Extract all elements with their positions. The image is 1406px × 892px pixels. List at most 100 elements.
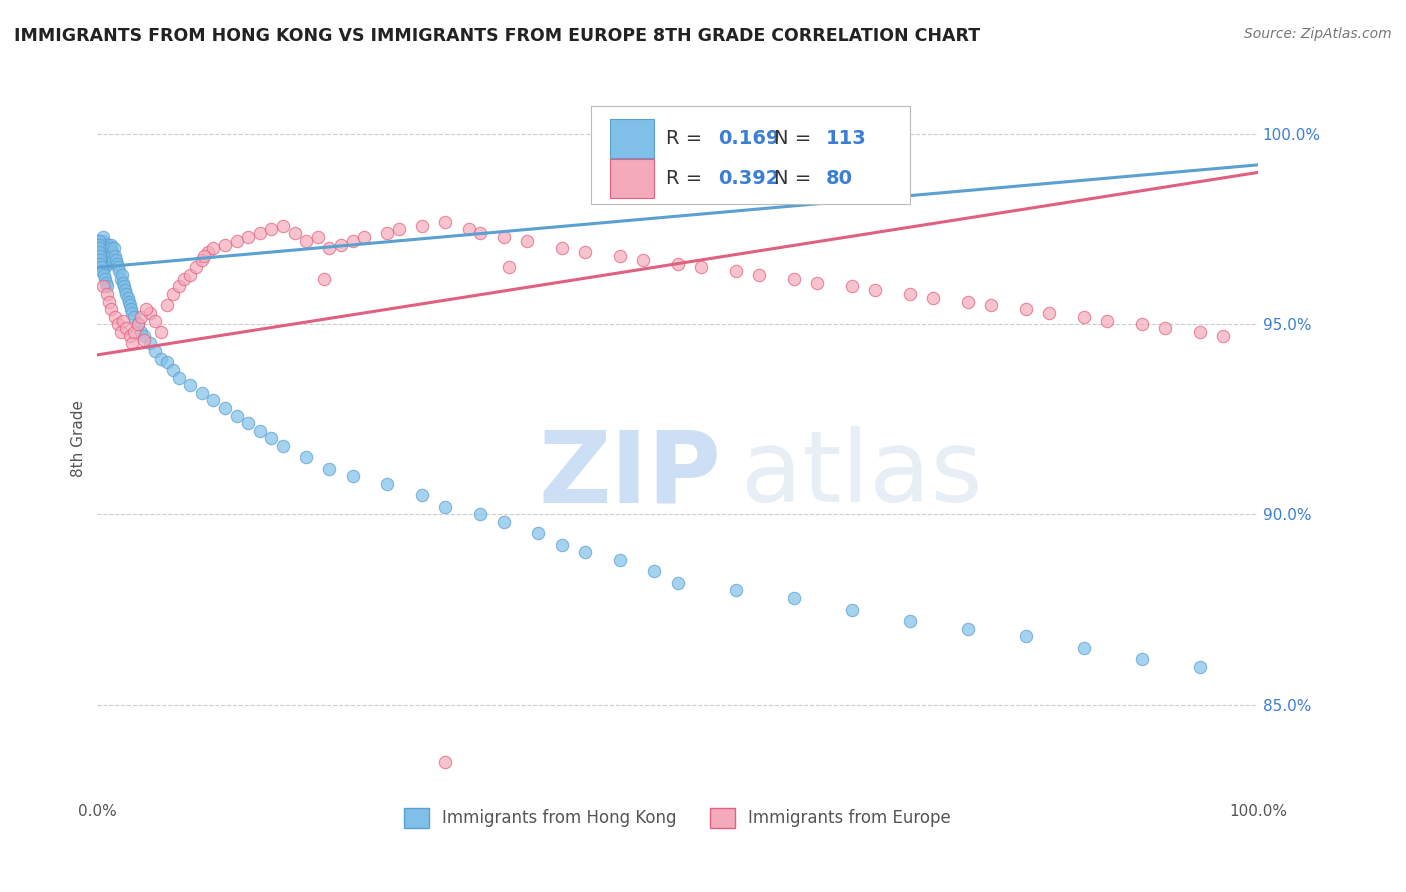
Point xyxy=(173,272,195,286)
Point xyxy=(238,417,260,431)
Point xyxy=(132,329,155,343)
Point xyxy=(782,272,804,286)
Point xyxy=(225,234,247,248)
Point xyxy=(91,237,114,252)
Point xyxy=(93,252,115,267)
Point xyxy=(956,294,979,309)
Point xyxy=(96,257,118,271)
Point xyxy=(93,242,115,256)
Point xyxy=(97,245,120,260)
Point xyxy=(91,230,114,244)
Point xyxy=(609,249,631,263)
Point xyxy=(96,279,118,293)
Point xyxy=(93,245,115,260)
Point xyxy=(96,245,118,260)
Point xyxy=(108,264,131,278)
Point xyxy=(101,245,124,260)
Point xyxy=(124,325,146,339)
Point xyxy=(457,222,479,236)
Point xyxy=(104,249,127,263)
Point xyxy=(118,298,141,312)
Point xyxy=(330,237,353,252)
Point xyxy=(135,302,157,317)
Point xyxy=(434,755,457,769)
Point xyxy=(318,242,340,256)
Point xyxy=(470,226,492,240)
Point xyxy=(89,249,111,263)
Point xyxy=(89,249,111,263)
Legend: Immigrants from Hong Kong, Immigrants from Europe: Immigrants from Hong Kong, Immigrants fr… xyxy=(398,801,957,835)
Point xyxy=(271,219,294,233)
Point xyxy=(97,242,120,256)
Point xyxy=(101,252,124,267)
Text: ZIP: ZIP xyxy=(538,426,721,523)
Point xyxy=(1212,329,1234,343)
Point xyxy=(94,257,117,271)
Point xyxy=(748,268,770,282)
Point xyxy=(1073,310,1095,324)
Text: Source: ZipAtlas.com: Source: ZipAtlas.com xyxy=(1244,27,1392,41)
Point xyxy=(1015,629,1038,643)
Point xyxy=(138,306,160,320)
Text: 0.392: 0.392 xyxy=(718,169,779,188)
Point xyxy=(150,351,173,366)
Point xyxy=(271,439,294,453)
Point xyxy=(377,477,399,491)
Point xyxy=(117,291,139,305)
Point xyxy=(353,230,375,244)
Point xyxy=(470,508,492,522)
FancyBboxPatch shape xyxy=(591,106,910,203)
Y-axis label: 8th Grade: 8th Grade xyxy=(72,400,86,477)
Point xyxy=(131,310,153,324)
Point xyxy=(411,488,433,502)
Point xyxy=(93,260,115,275)
Point xyxy=(89,234,111,248)
Point xyxy=(91,234,114,248)
Point xyxy=(89,252,111,267)
Point xyxy=(197,245,219,260)
Point xyxy=(107,318,129,332)
Point xyxy=(1188,659,1211,673)
FancyBboxPatch shape xyxy=(610,119,654,158)
Point xyxy=(411,219,433,233)
Point xyxy=(90,237,112,252)
Point xyxy=(156,298,179,312)
Point xyxy=(724,264,747,278)
Point xyxy=(550,242,572,256)
Point xyxy=(550,538,572,552)
Point xyxy=(110,325,132,339)
Point xyxy=(87,237,110,252)
Point xyxy=(307,230,329,244)
FancyBboxPatch shape xyxy=(610,159,654,198)
Point xyxy=(96,287,118,301)
Text: IMMIGRANTS FROM HONG KONG VS IMMIGRANTS FROM EUROPE 8TH GRADE CORRELATION CHART: IMMIGRANTS FROM HONG KONG VS IMMIGRANTS … xyxy=(14,27,980,45)
Point xyxy=(90,245,112,260)
Point xyxy=(1073,640,1095,655)
Point xyxy=(104,310,127,324)
Point xyxy=(94,272,117,286)
Text: R =: R = xyxy=(666,169,709,188)
Point xyxy=(492,230,515,244)
Point xyxy=(312,272,335,286)
Point xyxy=(114,283,136,297)
Point xyxy=(101,249,124,263)
Point xyxy=(260,222,283,236)
Point xyxy=(666,575,689,590)
Point xyxy=(689,260,711,275)
Point xyxy=(318,462,340,476)
Point xyxy=(100,237,122,252)
Point xyxy=(91,279,114,293)
Point xyxy=(609,553,631,567)
Point xyxy=(249,226,271,240)
Point xyxy=(1015,302,1038,317)
Point xyxy=(145,344,167,359)
Point xyxy=(118,329,141,343)
Point xyxy=(94,249,117,263)
Point xyxy=(342,234,364,248)
Point xyxy=(1154,321,1177,335)
Point xyxy=(238,230,260,244)
Point xyxy=(98,242,121,256)
Text: atlas: atlas xyxy=(741,426,983,523)
Point xyxy=(202,393,225,408)
Point xyxy=(115,287,138,301)
